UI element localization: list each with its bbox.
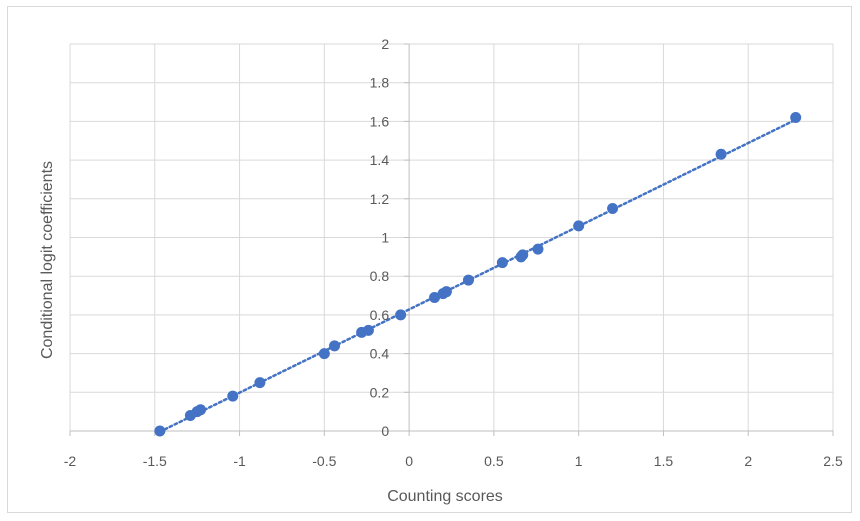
x-tick-label: 1.5 (654, 453, 674, 469)
x-tick-label: 0.5 (484, 453, 504, 469)
data-point (395, 309, 407, 321)
data-point (517, 249, 529, 261)
data-point (362, 324, 374, 336)
chart-frame (7, 6, 852, 513)
data-point (440, 286, 452, 298)
y-tick-label: 0.2 (370, 384, 390, 400)
trendline (158, 118, 797, 434)
data-points (154, 112, 802, 437)
x-tick-label: 2 (744, 453, 752, 469)
y-tick-label: 1 (381, 230, 389, 246)
x-tick-label: 1 (575, 453, 583, 469)
y-tick-label: 1.4 (370, 152, 390, 168)
x-tick-label: -1.5 (143, 453, 167, 469)
y-tick-label: 1.2 (370, 191, 390, 207)
data-point (254, 377, 266, 389)
y-tick-label: 2 (381, 36, 389, 52)
x-tick-label: 2.5 (823, 453, 843, 469)
data-point (429, 291, 441, 303)
data-point (462, 274, 474, 286)
data-point (154, 425, 166, 437)
y-tick-label: 1.6 (370, 113, 390, 129)
data-point (496, 257, 508, 269)
data-point (318, 348, 330, 360)
x-tick-label: -0.5 (312, 453, 336, 469)
data-point (715, 148, 727, 160)
data-point (227, 390, 239, 402)
y-tick-labels: 0 0.2 0.4 0.6 0.8 1 1.2 1.4 1.6 1.8 2 (370, 36, 390, 439)
trendline-group (158, 118, 797, 434)
data-point (329, 340, 341, 352)
x-tick-labels: -2 -1.5 -1 -0.5 0 0.5 1 1.5 2 2.5 (64, 453, 843, 469)
x-tick-label: -2 (64, 453, 77, 469)
x-tick-label: 0 (405, 453, 413, 469)
y-tick-label: 0.6 (370, 307, 390, 323)
data-point (573, 220, 585, 232)
gridlines (69, 43, 834, 431)
data-point (607, 202, 619, 214)
data-point (195, 404, 207, 416)
axes (69, 43, 834, 436)
y-tick-label: 1.8 (370, 75, 390, 91)
y-axis-title: Conditional logit coefficients (39, 161, 56, 359)
y-tick-label: 0 (381, 423, 389, 439)
data-point (790, 112, 802, 124)
y-tick-label: 0.8 (370, 268, 390, 284)
x-axis-title: Counting scores (387, 488, 503, 505)
y-tick-label: 0.4 (370, 346, 390, 362)
data-point (532, 243, 544, 255)
x-tick-label: -1 (233, 453, 246, 469)
